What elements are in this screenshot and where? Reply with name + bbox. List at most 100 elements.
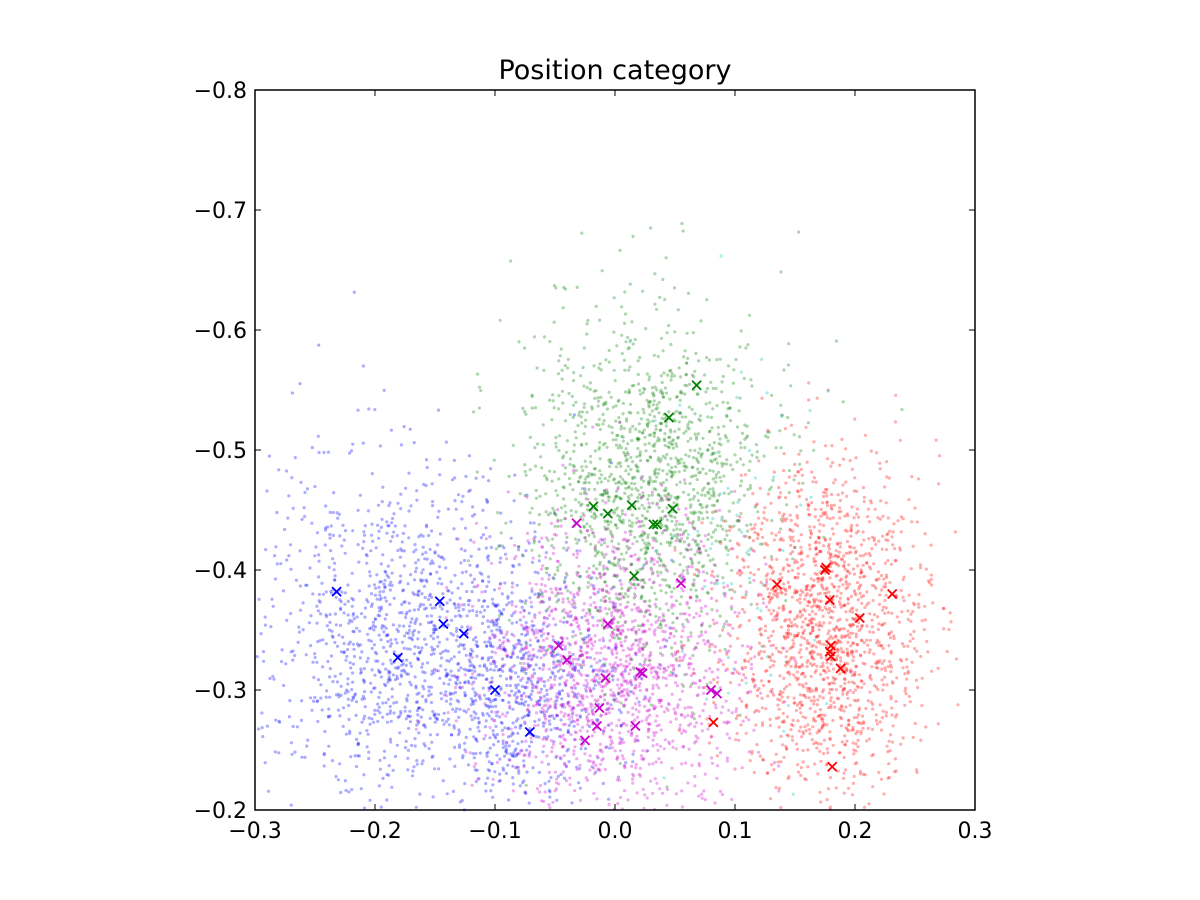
cloud-point	[575, 662, 579, 666]
cloud-point	[675, 409, 679, 413]
cloud-point	[509, 536, 513, 540]
cloud-point	[303, 755, 307, 760]
cloud-point	[722, 720, 726, 724]
cloud-point	[737, 518, 741, 523]
cloud-point	[476, 372, 480, 376]
cloud-point	[489, 789, 493, 793]
cloud-point	[590, 527, 594, 532]
cloud-point	[366, 732, 370, 736]
cloud-point	[676, 458, 680, 463]
cloud-point	[573, 738, 578, 742]
cloud-point	[290, 391, 294, 395]
cloud-point	[630, 521, 635, 525]
cloud-point	[500, 657, 505, 661]
cloud-point	[336, 778, 340, 782]
cloud-point	[510, 600, 514, 604]
cloud-point	[630, 439, 634, 443]
cloud-point	[524, 694, 529, 699]
cloud-point	[689, 557, 694, 562]
cloud-point	[366, 509, 370, 513]
cloud-point	[636, 739, 640, 743]
cloud-point	[534, 663, 538, 667]
cloud-point	[585, 386, 589, 390]
cloud-point	[627, 497, 631, 501]
cloud-point	[382, 756, 387, 760]
cloud-point	[545, 754, 549, 758]
cloud-point	[661, 614, 666, 618]
cloud-point	[612, 573, 617, 577]
cloud-point	[445, 659, 449, 663]
cloud-point	[555, 726, 560, 730]
cloud-point	[419, 533, 423, 537]
cloud-point	[318, 600, 322, 604]
cloud-point	[587, 487, 591, 492]
cloud-point	[580, 653, 585, 658]
cloud-point	[682, 478, 687, 482]
cloud-point	[417, 535, 421, 539]
cloud-point	[620, 684, 624, 688]
cloud-point	[639, 495, 644, 499]
cloud-point	[661, 277, 665, 282]
cloud-point	[333, 674, 337, 678]
cloud-point	[441, 779, 445, 783]
cloud-point	[396, 715, 400, 720]
cloud-point	[432, 652, 436, 656]
cloud-point	[535, 631, 540, 635]
cloud-point	[423, 637, 427, 641]
cloud-point	[349, 666, 353, 670]
cloud-point	[677, 507, 681, 511]
cloud-point	[439, 652, 443, 656]
cloud-point	[587, 566, 591, 570]
cloud-point	[554, 489, 558, 493]
cloud-point	[503, 552, 508, 556]
cloud-point	[665, 540, 670, 544]
cloud-point	[678, 563, 682, 567]
cloud-point	[626, 335, 630, 339]
cloud-point	[630, 582, 634, 587]
cloud-point	[741, 719, 745, 723]
cloud-point	[595, 504, 599, 508]
cloud-point	[561, 485, 565, 489]
cloud-point	[562, 580, 567, 585]
cloud-point	[395, 641, 399, 645]
cloud-point	[937, 454, 942, 458]
cloud-point	[612, 627, 616, 632]
cloud-point	[533, 615, 537, 620]
cloud-point	[579, 645, 583, 650]
cloud-point	[563, 517, 567, 521]
cloud-point	[558, 587, 562, 591]
cloud-point	[693, 448, 697, 453]
cloud-point	[474, 476, 478, 480]
cloud-point	[516, 717, 520, 721]
cloud-point	[730, 671, 734, 675]
cloud-point	[684, 761, 688, 765]
cloud-point	[735, 460, 739, 464]
cloud-point	[559, 653, 563, 658]
cloud-point	[351, 529, 355, 533]
cloud-point	[683, 468, 687, 472]
cloud-point	[650, 386, 655, 390]
cloud-point	[337, 633, 341, 637]
cloud-point	[400, 611, 404, 615]
cloud-point	[846, 696, 850, 700]
cloud-point	[335, 644, 340, 648]
cloud-point	[686, 516, 690, 520]
cloud-point	[421, 708, 425, 712]
cloud-point	[651, 581, 655, 585]
cloud-point	[449, 733, 454, 737]
cloud-point	[674, 442, 678, 446]
cloud-point	[771, 478, 775, 482]
cloud-point	[412, 628, 417, 633]
cloud-point	[563, 472, 567, 476]
cloud-point	[339, 600, 343, 604]
cloud-point	[477, 720, 481, 724]
cloud-point	[633, 592, 637, 596]
cloud-point	[490, 680, 494, 684]
cloud-point	[486, 750, 490, 754]
cloud-point	[543, 782, 547, 786]
cloud-point	[700, 624, 704, 628]
cloud-point	[629, 467, 633, 472]
cloud-point	[561, 702, 565, 707]
cloud-point	[417, 706, 421, 710]
cloud-point	[416, 590, 420, 594]
